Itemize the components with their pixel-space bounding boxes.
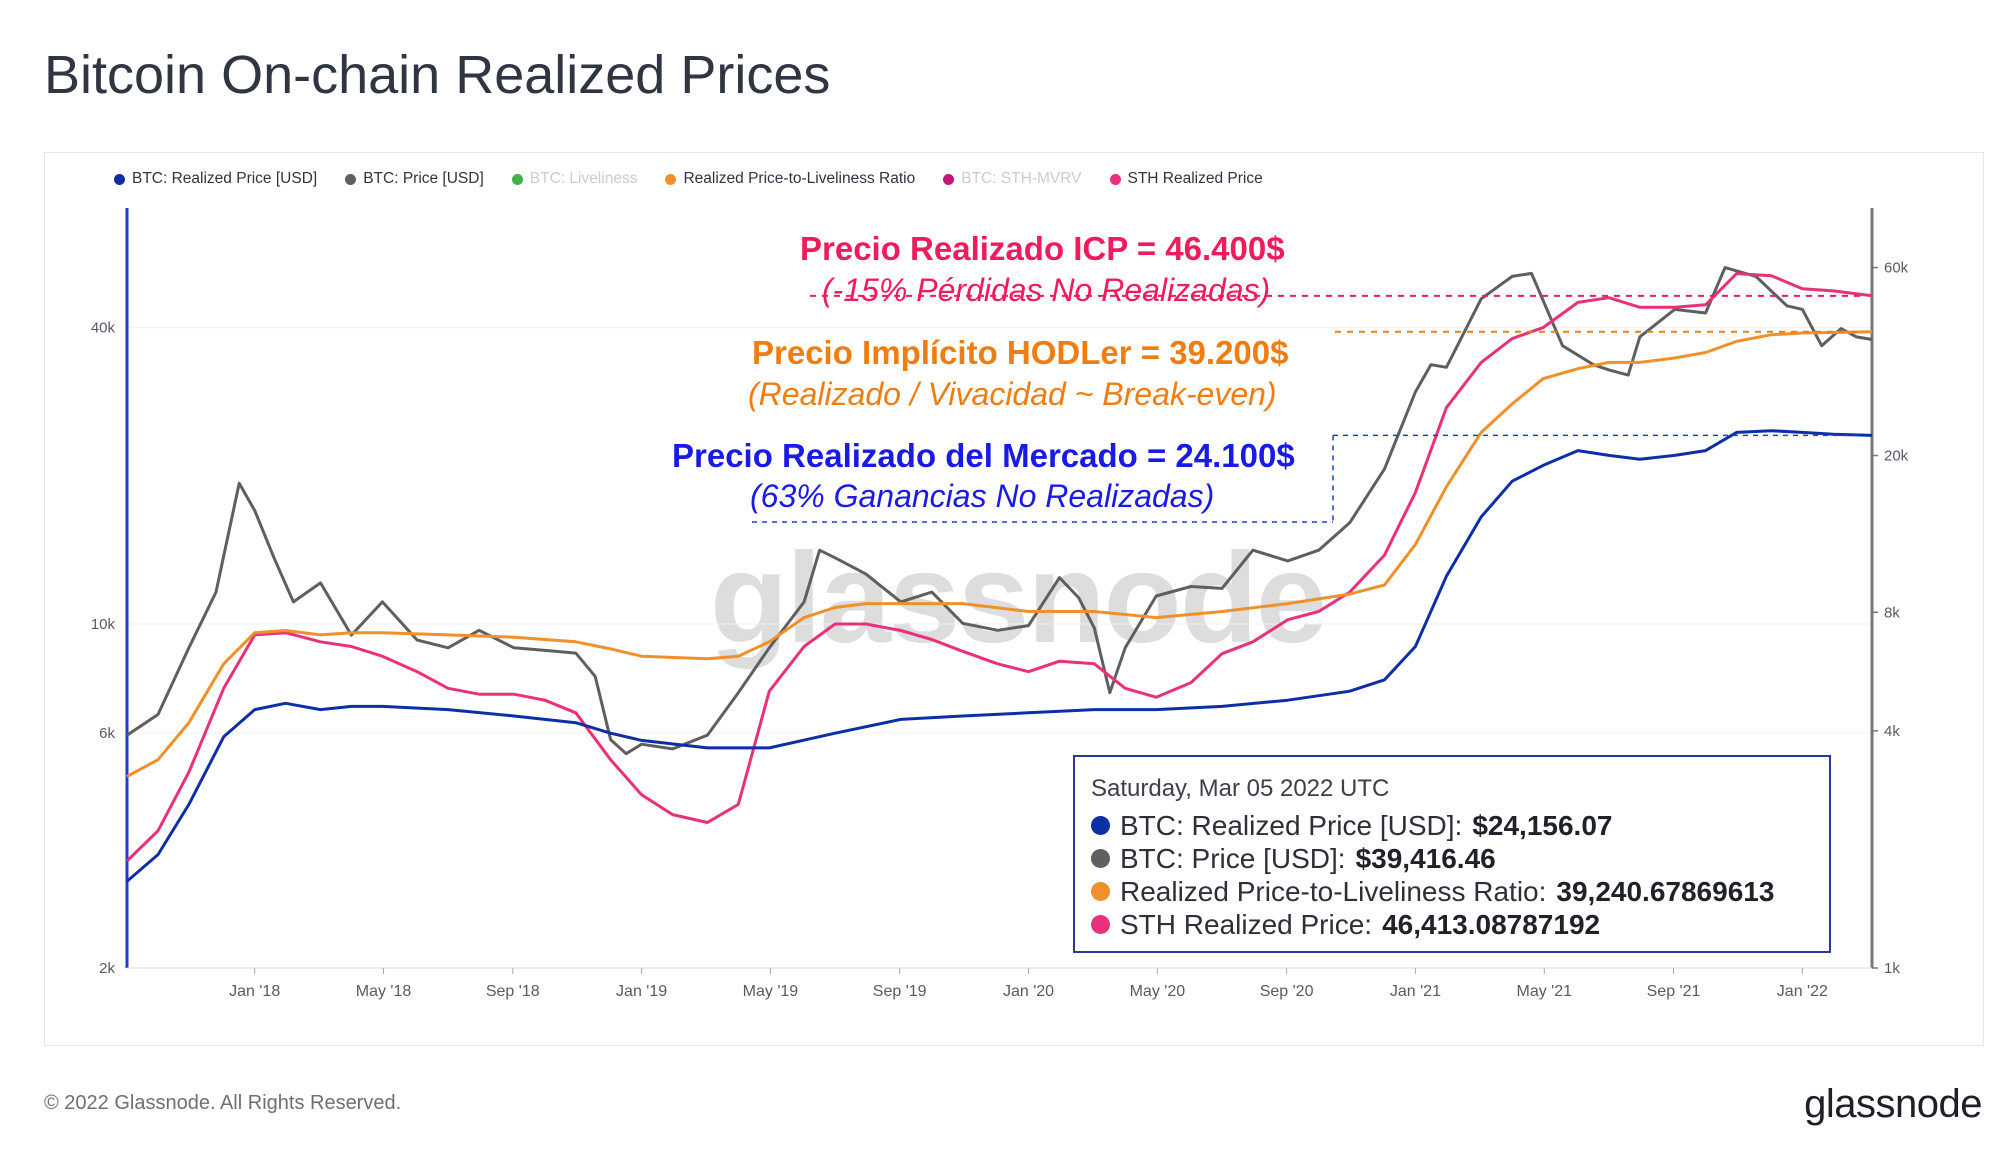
x-tick-label: Jan '18: [229, 983, 280, 1000]
annotation-rp-subtitle: (63% Ganancias No Realizadas): [750, 478, 1215, 514]
y-right-tick-label: 60k: [1884, 260, 1909, 277]
legend-dot: [345, 173, 357, 185]
annotation-hodl-title: Precio Implícito HODLer = 39.200$: [752, 334, 1289, 371]
x-tick-label: May '18: [356, 983, 412, 1000]
legend-dot: [1109, 173, 1121, 185]
tooltip-row-sth-realized: STH Realized Price: 46,413.08787192: [1091, 908, 1813, 941]
legend-label: BTC: Realized Price [USD]: [132, 170, 318, 187]
watermark-logo: glassnode: [710, 527, 1327, 670]
annotation-sth-subtitle: (-15% Pérdidas No Realizadas): [822, 272, 1271, 308]
tooltip-label: Realized Price-to-Liveliness Ratio:: [1120, 876, 1547, 907]
series-line-sth-realized-price: [125, 272, 1873, 863]
x-tick-label: Sep '21: [1647, 983, 1701, 1000]
x-tick-label: Jan '19: [616, 983, 667, 1000]
legend-item-price[interactable]: BTC: Price [USD]: [345, 170, 484, 188]
legend: BTC: Realized Price [USD] BTC: Price [US…: [114, 170, 1263, 188]
chart-frame: [44, 152, 1984, 1046]
x-tick-label: Sep '20: [1260, 983, 1314, 1000]
annotation-sth-title: Precio Realizado ICP = 46.400$: [800, 230, 1285, 267]
legend-dot: [114, 173, 125, 185]
legend-dot: [511, 173, 523, 185]
tooltip-row-realized-price: BTC: Realized Price [USD]: $24,156.07: [1091, 809, 1813, 842]
x-tick-label: May '21: [1517, 983, 1573, 1000]
tooltip-value: 39,240.67869613: [1556, 876, 1775, 907]
tooltip-dot: [1091, 915, 1110, 934]
series-line-realized-price: [126, 429, 1873, 883]
legend-item-sth-mvrv[interactable]: BTC: STH-MVRV: [943, 170, 1082, 188]
tooltip-dot: [1091, 849, 1110, 868]
legend-label: STH Realized Price: [1127, 170, 1263, 187]
legend-label: BTC: Price [USD]: [363, 170, 484, 187]
brand-logo: glassnode: [1804, 1082, 1982, 1126]
legend-item-liveliness[interactable]: BTC: Liveliness: [511, 170, 638, 188]
y-right-tick-label: 1k: [1884, 960, 1900, 977]
legend-label: Realized Price-to-Liveliness Ratio: [683, 170, 916, 187]
annotation-rp-title: Precio Realizado del Mercado = 24.100$: [672, 437, 1295, 474]
x-tick-label: Sep '19: [873, 983, 927, 1000]
y-right-tick-label: 20k: [1884, 448, 1909, 465]
series-line-realized-liveliness-ratio: [126, 330, 1873, 778]
page-title: Bitcoin On-chain Realized Prices: [44, 45, 831, 105]
tooltip-value: 46,413.08787192: [1382, 909, 1601, 940]
y-right-tick-label: 4k: [1884, 723, 1900, 740]
legend-label: BTC: STH-MVRV: [961, 170, 1082, 187]
tooltip-value: $24,156.07: [1472, 810, 1613, 841]
tooltip-value: $39,416.46: [1355, 843, 1496, 874]
legend-dot: [665, 173, 677, 185]
tooltip-dot: [1091, 816, 1110, 835]
tooltip-date: Saturday, Mar 05 2022 UTC: [1091, 775, 1390, 802]
tooltip-dot: [1091, 882, 1110, 901]
x-tick-label: Sep '18: [486, 983, 540, 1000]
x-tick-label: Jan '21: [1390, 983, 1441, 1000]
tooltip-row-ratio: Realized Price-to-Liveliness Ratio: 39,2…: [1091, 875, 1813, 908]
y-right-tick-label: 8k: [1884, 604, 1900, 621]
legend-item-realized-price[interactable]: BTC: Realized Price [USD]: [114, 170, 317, 188]
legend-item-sth-realized[interactable]: STH Realized Price: [1109, 170, 1263, 188]
y-left-tick-label: 10k: [91, 616, 116, 633]
tooltip-label: BTC: Realized Price [USD]:: [1120, 810, 1463, 841]
x-tick-label: May '20: [1130, 983, 1186, 1000]
x-tick-label: Jan '20: [1003, 983, 1054, 1000]
tooltip-label: STH Realized Price:: [1120, 909, 1373, 940]
legend-label: BTC: Liveliness: [529, 170, 638, 187]
legend-item-ratio[interactable]: Realized Price-to-Liveliness Ratio: [665, 170, 915, 188]
data-tooltip: Saturday, Mar 05 2022 UTC BTC: Realized …: [1073, 755, 1831, 953]
y-left-tick-label: 40k: [91, 320, 116, 337]
x-tick-label: Jan '22: [1777, 983, 1828, 1000]
annotation-hodl-subtitle: (Realizado / Vivacidad ~ Break-even): [748, 376, 1277, 412]
series-line-btc-price: [126, 266, 1873, 756]
y-left-tick-label: 2k: [99, 960, 115, 977]
x-tick-label: May '19: [743, 983, 799, 1000]
y-left-tick-label: 6k: [99, 725, 115, 742]
copyright-footer: © 2022 Glassnode. All Rights Reserved.: [44, 1092, 402, 1114]
tooltip-row-price: BTC: Price [USD]: $39,416.46: [1091, 842, 1813, 875]
legend-dot: [943, 173, 955, 185]
tooltip-label: BTC: Price [USD]:: [1120, 843, 1346, 874]
